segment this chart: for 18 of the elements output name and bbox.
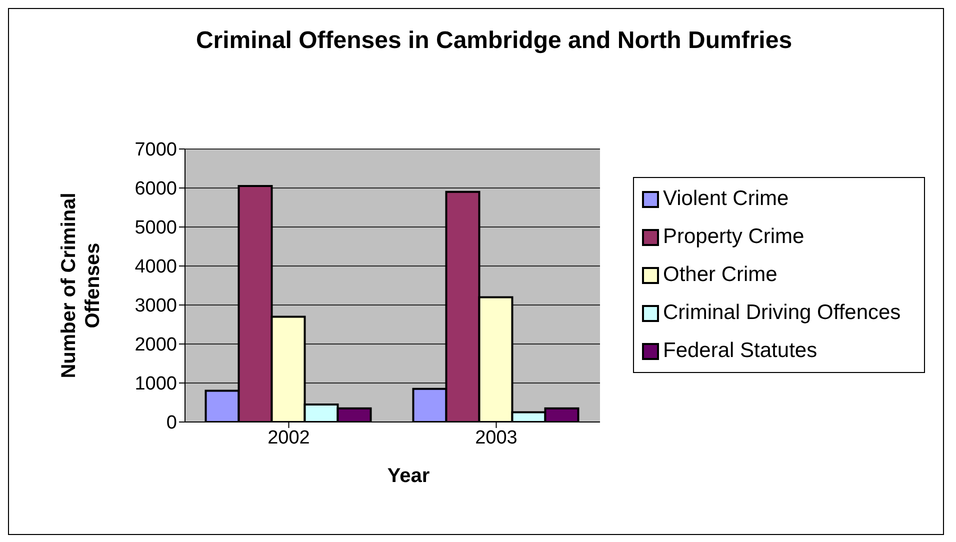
y-tick-label: 1000 (134, 374, 177, 395)
legend-label: Property Crime (663, 225, 804, 249)
x-tick-label: 2003 (475, 427, 518, 448)
x-axis-title: Year (387, 465, 430, 487)
y-tick-label: 3000 (134, 296, 177, 317)
y-tick-label: 5000 (134, 218, 177, 239)
y-tick-label: 2000 (134, 334, 177, 356)
legend-label: Other Crime (663, 263, 778, 287)
y-tick-label: 4000 (134, 256, 177, 278)
y-tick-label: 6000 (134, 178, 177, 200)
x-tick-label: 2002 (268, 427, 310, 448)
y-tick-label: 0 (166, 412, 177, 434)
legend-label: Violent Crime (663, 187, 789, 211)
y-tick-label: 7000 (134, 140, 177, 161)
legend-label: Criminal Driving Offences (663, 301, 901, 325)
legend-label: Federal Statutes (663, 339, 818, 363)
chart-title: Criminal Offenses in Cambridge and North Dumfries (194, 27, 794, 55)
y-axis-title: Number of Criminal Offenses (58, 192, 104, 378)
